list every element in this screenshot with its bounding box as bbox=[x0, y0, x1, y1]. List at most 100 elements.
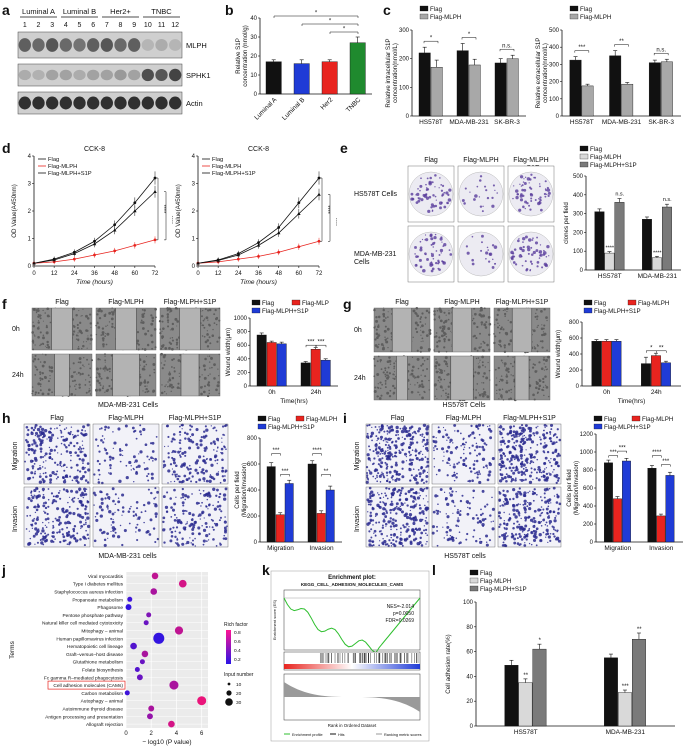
cell bbox=[81, 504, 85, 507]
cell bbox=[59, 462, 62, 465]
cell bbox=[223, 526, 227, 530]
colony bbox=[415, 201, 419, 205]
x-tick-label: 0h bbox=[603, 389, 611, 396]
cell bbox=[384, 325, 387, 328]
cell bbox=[394, 519, 397, 523]
cell bbox=[395, 512, 398, 515]
cell bbox=[452, 512, 454, 514]
x-tick-label: Luminal B bbox=[281, 96, 306, 121]
cell bbox=[32, 321, 34, 323]
cell bbox=[378, 395, 380, 397]
cell bbox=[96, 313, 99, 316]
blot-band bbox=[100, 69, 113, 81]
cell bbox=[508, 513, 511, 515]
cell bbox=[202, 390, 206, 394]
cell bbox=[542, 386, 545, 388]
cell bbox=[107, 324, 109, 326]
cell bbox=[546, 488, 549, 491]
cell bbox=[223, 534, 226, 537]
x-tick-label: 60 bbox=[131, 271, 138, 277]
colony bbox=[438, 187, 440, 189]
bar bbox=[604, 252, 615, 271]
cell bbox=[391, 440, 394, 443]
cell bbox=[173, 480, 176, 483]
cell bbox=[446, 365, 449, 368]
cell bbox=[108, 367, 111, 371]
significance-bracket bbox=[164, 191, 167, 241]
cell bbox=[224, 475, 226, 477]
data-bubble bbox=[197, 696, 207, 706]
cell bbox=[393, 371, 395, 373]
microscopy-image bbox=[365, 486, 430, 548]
microscopy-image bbox=[95, 353, 157, 397]
term-label: Folate biosynthesis bbox=[82, 668, 124, 674]
cell bbox=[389, 429, 392, 433]
cell bbox=[96, 379, 100, 383]
cell bbox=[167, 452, 170, 455]
cell bbox=[442, 460, 444, 462]
cell bbox=[200, 392, 203, 396]
cell bbox=[31, 496, 35, 500]
x-tick-label: 72 bbox=[316, 271, 323, 277]
cell bbox=[162, 466, 165, 469]
cell bbox=[72, 530, 75, 533]
cell bbox=[208, 392, 211, 395]
cell bbox=[103, 438, 106, 440]
cell bbox=[535, 312, 537, 315]
cell bbox=[105, 493, 109, 496]
x-tick-label: 24h bbox=[651, 389, 662, 396]
cell bbox=[76, 481, 80, 484]
cell bbox=[42, 504, 46, 508]
cell bbox=[197, 526, 201, 530]
cell bbox=[39, 385, 42, 387]
cell bbox=[513, 441, 516, 444]
cell bbox=[448, 318, 450, 321]
cell bbox=[418, 504, 421, 507]
cell bbox=[76, 507, 79, 510]
cell bbox=[171, 327, 174, 331]
cell bbox=[382, 501, 384, 503]
legend-entry: Flag bbox=[212, 157, 223, 163]
cell bbox=[117, 427, 121, 431]
cell bbox=[101, 327, 105, 330]
cell bbox=[96, 372, 99, 374]
cell bbox=[179, 447, 182, 450]
cell bbox=[411, 461, 413, 464]
cell bbox=[208, 308, 212, 312]
cell bbox=[403, 538, 406, 541]
cell bbox=[86, 533, 89, 536]
cell bbox=[387, 376, 390, 378]
colony bbox=[520, 255, 523, 258]
cell bbox=[36, 427, 41, 432]
cell bbox=[474, 396, 477, 399]
cell bbox=[224, 471, 227, 473]
cell bbox=[156, 490, 160, 494]
cell bbox=[189, 424, 192, 427]
cell bbox=[161, 346, 164, 348]
cell bbox=[411, 365, 415, 369]
cell bbox=[219, 542, 221, 544]
legend-swatch bbox=[583, 299, 593, 306]
cell bbox=[424, 506, 429, 510]
bar bbox=[611, 341, 622, 387]
cell bbox=[474, 472, 476, 475]
cell bbox=[556, 538, 559, 541]
cell bbox=[410, 390, 414, 394]
cell bbox=[122, 454, 124, 457]
cell bbox=[489, 436, 493, 440]
significance-label: n.s. bbox=[615, 192, 624, 198]
colony bbox=[522, 245, 525, 249]
cell bbox=[150, 476, 154, 480]
cell bbox=[412, 336, 414, 338]
cell bbox=[399, 427, 402, 430]
cell bbox=[52, 526, 55, 529]
cell bbox=[486, 467, 488, 469]
cell bbox=[135, 507, 139, 510]
blot-band bbox=[169, 96, 182, 110]
blot-band bbox=[73, 38, 86, 52]
cell bbox=[498, 525, 501, 529]
cell bbox=[545, 521, 548, 524]
y-tick-label: 1000 bbox=[580, 450, 594, 456]
cell bbox=[153, 371, 156, 374]
